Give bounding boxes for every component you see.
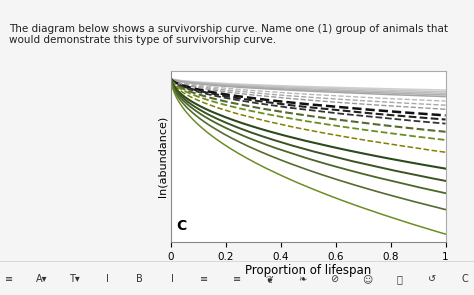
Text: C: C bbox=[461, 274, 468, 284]
Text: B: B bbox=[136, 274, 143, 284]
Text: T▾: T▾ bbox=[69, 274, 80, 284]
Text: I: I bbox=[106, 274, 109, 284]
Text: ❦: ❦ bbox=[265, 274, 273, 284]
Text: ≡: ≡ bbox=[233, 274, 241, 284]
Text: The diagram below shows a survivorship curve. Name one (1) group of animals that: The diagram below shows a survivorship c… bbox=[9, 24, 448, 45]
Text: 🖼: 🖼 bbox=[397, 274, 402, 284]
Text: ↺: ↺ bbox=[428, 274, 436, 284]
X-axis label: Proportion of lifespan: Proportion of lifespan bbox=[245, 264, 371, 277]
Text: A▾: A▾ bbox=[36, 274, 48, 284]
Text: ❧: ❧ bbox=[298, 274, 306, 284]
Y-axis label: ln(abundance): ln(abundance) bbox=[158, 116, 168, 197]
Text: ≡: ≡ bbox=[5, 274, 14, 284]
Text: ≡: ≡ bbox=[201, 274, 209, 284]
Text: C: C bbox=[176, 219, 186, 233]
Text: ☺: ☺ bbox=[362, 274, 372, 284]
Text: ⊘: ⊘ bbox=[330, 274, 338, 284]
Text: I: I bbox=[171, 274, 173, 284]
